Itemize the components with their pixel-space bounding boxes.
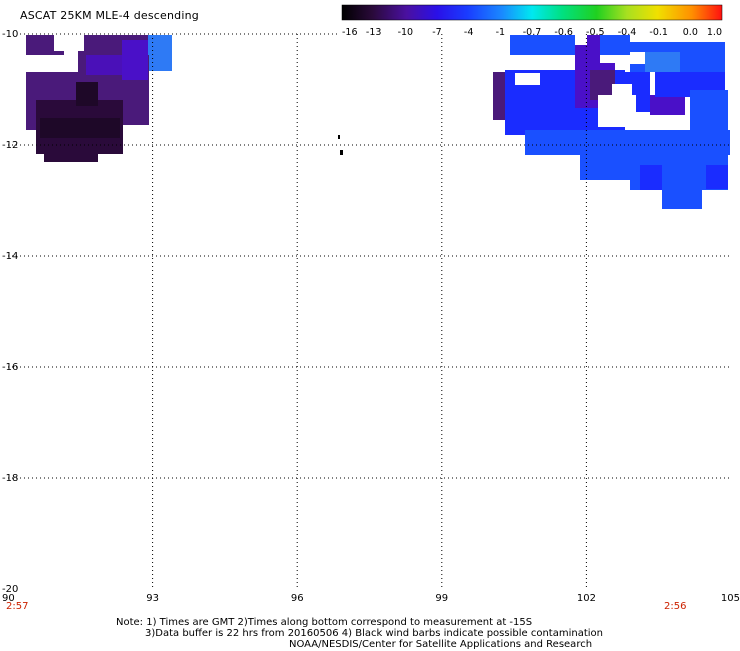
x-tick-label: 93: [146, 593, 159, 604]
wind-swath-right: [493, 35, 730, 209]
colorbar-tick-label: -0.4: [618, 27, 637, 38]
x-tick-label: 96: [291, 593, 304, 604]
time-left: 2:57: [6, 601, 29, 612]
lat-lon-grid: [8, 33, 731, 589]
colorbar-tick-label: -0.1: [649, 27, 668, 38]
note-line-1: Note: 1) Times are GMT 2)Times along bot…: [116, 617, 533, 628]
y-tick-label: -14: [2, 251, 18, 262]
y-tick-label: -10: [2, 29, 18, 40]
y-tick-label: -12: [2, 140, 18, 151]
colorbar-tick-label: -0.6: [554, 27, 573, 38]
colorbar-tick-label: -7: [432, 27, 441, 38]
island-marker: [340, 150, 343, 155]
colorbar-labels: -16 -13 -10 -7 -4 -1 -0.7 -0.6 -0.5 -0.4 -0.1 0.0 1.…: [342, 27, 722, 38]
colorbar-tick-label: 1.0: [707, 27, 722, 38]
x-tick-label: 105: [721, 593, 740, 604]
island-marker: [338, 135, 340, 139]
wind-swath-left: [26, 35, 172, 162]
note-line-2: 3)Data buffer is 22 hrs from 20160506 4)…: [145, 628, 603, 639]
x-tick-label: 102: [577, 593, 596, 604]
x-tick-label: 99: [435, 593, 448, 604]
note-line-3: NOAA/NESDIS/Center for Satellite Applica…: [289, 639, 593, 650]
time-right: 2:56: [664, 601, 687, 612]
colorbar-tick-label: 0.0: [683, 27, 698, 38]
map-title: ASCAT 25KM MLE-4 descending: [20, 9, 199, 22]
colorbar-tick-label: -1: [496, 27, 505, 38]
colorbar-tick-label: -13: [366, 27, 382, 38]
colorbar: [341, 4, 723, 21]
colorbar-tick-label: -16: [342, 27, 358, 38]
x-tick-label: 90: [2, 593, 15, 604]
colorbar-tick-label: -4: [464, 27, 473, 38]
colorbar-tick-label: -0.7: [523, 27, 542, 38]
axis-labels: 90 93 96 99 102 105 -10 -12 -14 -16 -18 -20: [2, 29, 740, 604]
y-tick-label: -18: [2, 473, 18, 484]
y-tick-label: -16: [2, 362, 18, 373]
colorbar-tick-label: -0.5: [586, 27, 605, 38]
colorbar-tick-label: -10: [398, 27, 414, 38]
y-tick-label: -20: [2, 584, 18, 595]
